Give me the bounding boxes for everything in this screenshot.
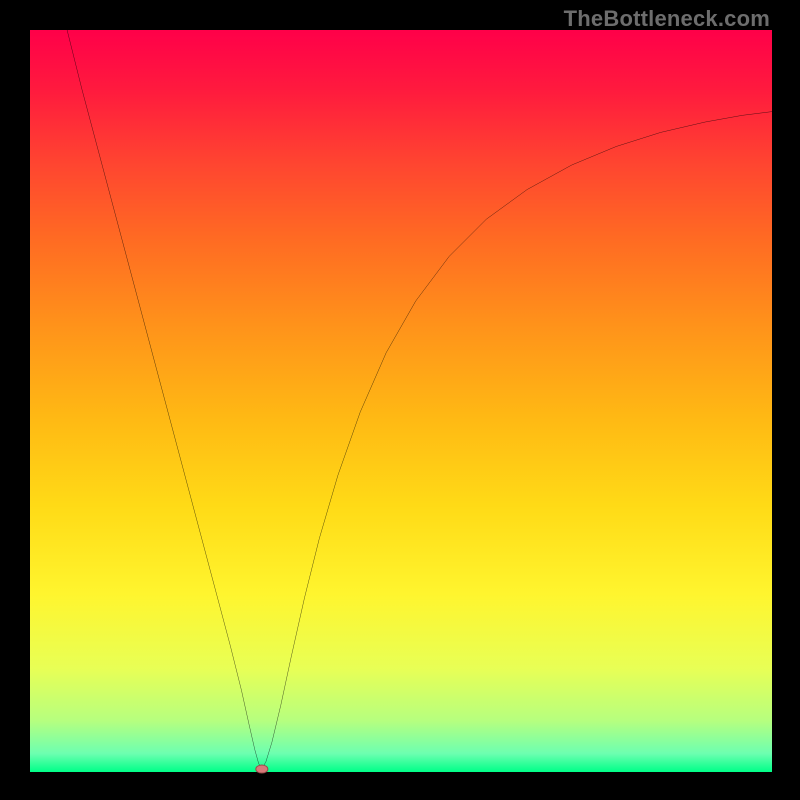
watermark-text: TheBottleneck.com <box>564 6 770 32</box>
curve-line <box>30 30 772 772</box>
curve-path-right <box>262 112 772 770</box>
curve-path-left <box>67 30 261 770</box>
plot-area <box>30 30 772 772</box>
chart-frame: TheBottleneck.com <box>0 0 800 800</box>
minimum-marker <box>255 765 268 774</box>
